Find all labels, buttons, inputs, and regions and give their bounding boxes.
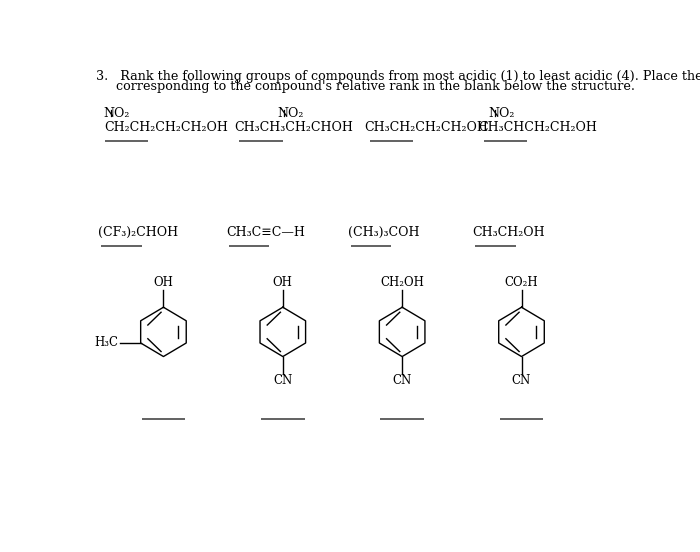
- Text: CN: CN: [393, 374, 412, 388]
- Text: OH: OH: [273, 277, 293, 289]
- Text: corresponding to the compound's relative rank in the blank below the structure.: corresponding to the compound's relative…: [96, 80, 635, 93]
- Text: NO₂: NO₂: [488, 107, 514, 120]
- Text: (CF₃)₂CHOH: (CF₃)₂CHOH: [98, 226, 178, 238]
- Text: NO₂: NO₂: [277, 107, 304, 120]
- Text: CO₂H: CO₂H: [505, 277, 538, 289]
- Text: CH₂OH: CH₂OH: [380, 277, 424, 289]
- Text: CH₃C≡C—H: CH₃C≡C—H: [226, 226, 304, 238]
- Text: H₃C: H₃C: [94, 337, 118, 349]
- Text: OH: OH: [153, 277, 174, 289]
- Text: NO₂: NO₂: [104, 107, 130, 120]
- Text: (CH₃)₃COH: (CH₃)₃COH: [348, 226, 419, 238]
- Text: CH₃CH₂OH: CH₃CH₂OH: [473, 226, 545, 238]
- Text: CN: CN: [512, 374, 531, 388]
- Text: CH₃CH₃CH₂CHOH: CH₃CH₃CH₂CHOH: [234, 121, 353, 135]
- Text: CH₃CH₂CH₂CH₂OH: CH₃CH₂CH₂CH₂OH: [364, 121, 488, 135]
- Text: 3.   Rank the following groups of compounds from most acidic (1) to least acidic: 3. Rank the following groups of compound…: [96, 70, 700, 83]
- Text: CH₃CHCH₂CH₂OH: CH₃CHCH₂CH₂OH: [478, 121, 597, 135]
- Text: CH₂CH₂CH₂CH₂OH: CH₂CH₂CH₂CH₂OH: [104, 121, 228, 135]
- Text: CN: CN: [273, 374, 293, 388]
